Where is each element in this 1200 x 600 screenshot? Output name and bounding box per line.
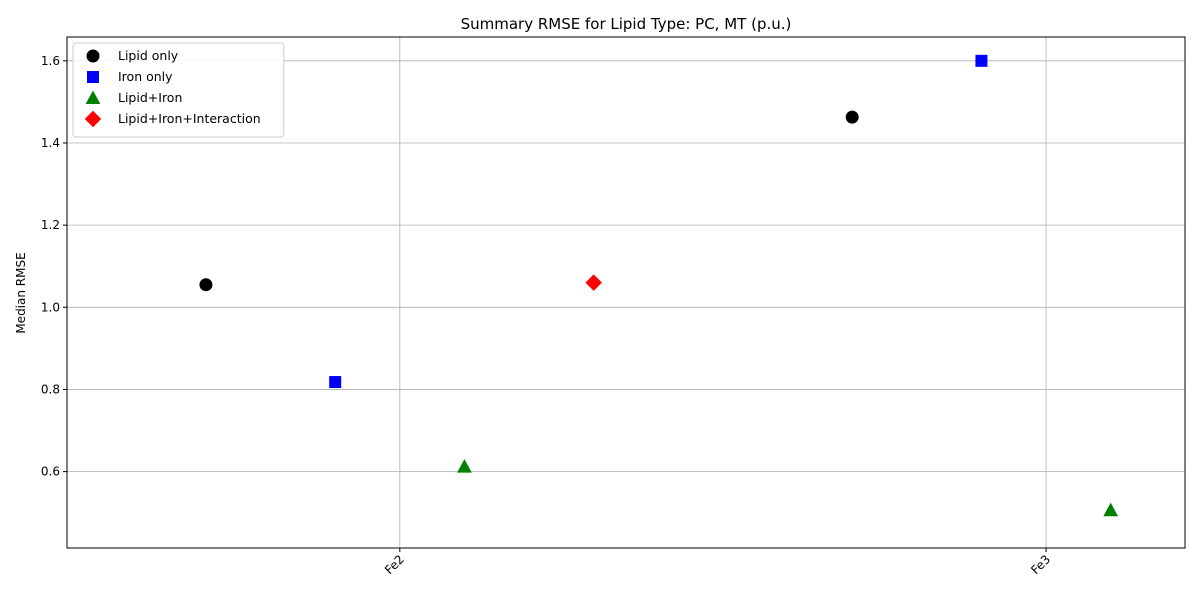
y-tick-label: 0.8	[41, 382, 60, 396]
x-tick-label: Fe2	[382, 552, 407, 577]
y-tick-label: 1.2	[41, 218, 60, 232]
data-point-circle	[199, 278, 213, 292]
legend-marker-circle	[86, 49, 100, 63]
chart-title: Summary RMSE for Lipid Type: PC, MT (p.u…	[461, 15, 792, 33]
legend-label: Lipid only	[118, 48, 179, 63]
plot-frame	[66, 36, 1186, 549]
data-points	[199, 54, 1119, 517]
legend-label: Iron only	[118, 69, 173, 84]
data-point-circle	[845, 110, 859, 124]
legend-marker-triangle	[85, 90, 101, 104]
y-tick-label: 1.6	[41, 54, 60, 68]
legend-label: Lipid+Iron	[118, 90, 182, 105]
legend-box	[72, 42, 285, 138]
data-point-triangle	[1103, 502, 1119, 517]
legend-marker-square	[87, 71, 99, 83]
legend: Lipid only Iron only Lipid+Iron Lipid+Iron+…	[72, 42, 285, 138]
y-tick-label: 0.6	[41, 465, 60, 479]
data-point-square	[975, 54, 988, 67]
y-tick-label: 1.4	[41, 136, 60, 150]
legend-marker-diamond	[84, 110, 102, 128]
data-point-triangle	[457, 459, 472, 473]
y-axis-label: Median RMSE	[14, 252, 28, 333]
legend-label: Lipid+Iron+Interaction	[118, 111, 261, 126]
data-point-diamond	[585, 274, 602, 291]
data-point-square	[329, 376, 342, 389]
y-tick-label: 1.0	[41, 300, 60, 314]
x-tick-label: Fe3	[1028, 552, 1053, 577]
